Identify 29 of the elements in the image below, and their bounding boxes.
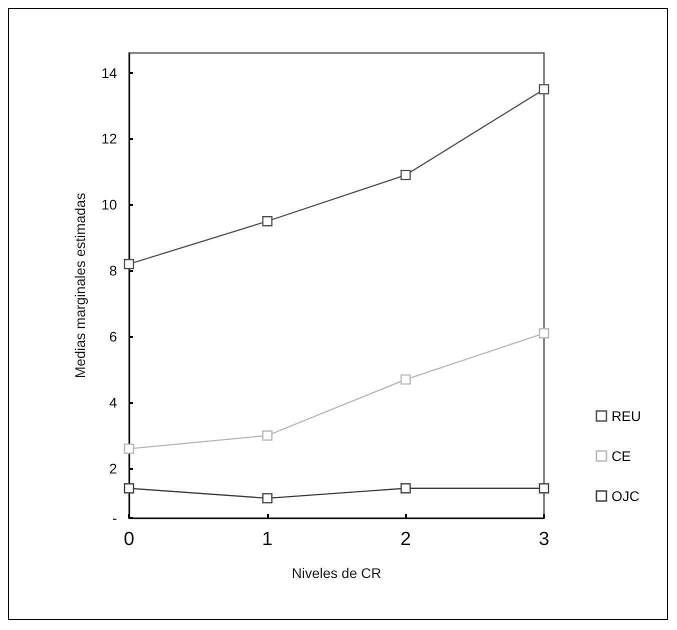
point [400, 483, 411, 494]
point [262, 216, 272, 226]
point [124, 258, 134, 270]
y-tick-label: 4 [109, 394, 118, 411]
y-tick-label: 6 [109, 328, 118, 345]
point [124, 483, 134, 494]
x-tick-label: 0 [124, 529, 134, 550]
legend-label: REU [611, 408, 642, 424]
y-tick-label: 14 [101, 64, 118, 81]
point [538, 483, 550, 494]
point [262, 493, 272, 504]
y-tick-label: 12 [101, 130, 118, 147]
x-tick-label: 3 [538, 529, 550, 550]
legend-label: CE [611, 448, 631, 464]
point [400, 170, 411, 180]
y-tick-label: - [112, 510, 118, 526]
point [400, 374, 411, 385]
y-axis-title: Medias marginales estimadas [72, 192, 88, 378]
x-tick-label: 2 [400, 529, 411, 550]
legend-label: OJC [611, 488, 640, 504]
point [262, 430, 272, 441]
point [538, 328, 550, 338]
x-tick-label: 1 [262, 529, 273, 550]
y-tick-label: 2 [109, 460, 118, 477]
y-tick-label: 8 [109, 262, 118, 279]
point [538, 84, 550, 94]
x-axis-title: Niveles de CR [292, 565, 382, 581]
y-tick-label: 10 [101, 196, 118, 213]
point [124, 444, 134, 454]
